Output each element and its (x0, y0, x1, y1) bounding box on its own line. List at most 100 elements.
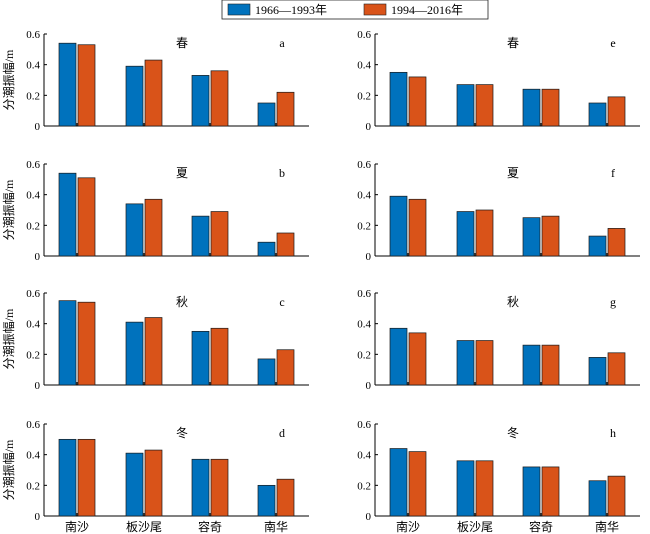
bar-d-2-series-2 (144, 449, 163, 517)
panel-c: 0 0.2 0.4 0.6 秋 c 分潮振幅/m (1, 288, 309, 392)
x-tick-label: 南沙 (65, 519, 89, 534)
x-tick-label: 板沙尾 (457, 520, 493, 534)
bar-f-3-series-1 (522, 217, 541, 257)
legend-box (221, 0, 489, 20)
x-tick-label: 容奇 (198, 519, 222, 534)
bar-g-4-series-1 (588, 357, 607, 386)
panel-g: 0 0.2 0.4 0.6 秋 g (357, 288, 640, 392)
bar-b-4-series-1 (257, 241, 276, 257)
x-tick-label: 南华 (264, 519, 288, 534)
panel-letter: c (279, 295, 284, 309)
bar-d-1-series-2 (77, 438, 96, 517)
bar-h-4-series-1 (588, 480, 607, 517)
bar-b-1-series-2 (77, 177, 96, 257)
y-tick-label: 0 (366, 251, 372, 263)
bar-b-1-series-1 (58, 172, 77, 257)
bar-e-1-series-1 (389, 71, 408, 127)
x-tick-label: 容奇 (529, 519, 553, 534)
y-tick-label: 0.4 (357, 319, 371, 331)
bar-h-3-series-2 (541, 466, 560, 517)
legend-swatch-series-2 (363, 3, 387, 16)
y-tick-label: 0.2 (357, 220, 371, 232)
panels: 0 0.2 0.4 0.6 春 a 分潮振幅/m 0 0.2 0.4 0.6 夏 b 分潮振幅/m 0 0.2… (1, 29, 640, 534)
x-tick-label: 南沙 (396, 519, 420, 534)
bar-d-2-series-1 (125, 452, 144, 517)
y-axis-label: 分潮振幅/m (1, 439, 16, 500)
y-axis-label: 分潮振幅/m (1, 308, 16, 369)
bar-g-3-series-2 (541, 344, 560, 386)
bar-c-1-series-1 (58, 300, 77, 386)
y-tick-label: 0 (366, 511, 372, 523)
bar-f-2-series-1 (456, 211, 475, 257)
y-tick-label: 0.4 (357, 190, 371, 202)
legend-label-series-1: 1966—1993年 (255, 3, 327, 17)
y-tick-label: 0 (35, 251, 41, 263)
bar-f-1-series-2 (408, 198, 427, 257)
bar-h-1-series-2 (408, 451, 427, 517)
bar-d-4-series-1 (257, 484, 276, 517)
y-tick-label: 0 (35, 380, 41, 392)
y-tick-label: 0.2 (26, 349, 40, 361)
panel-letter: g (610, 295, 616, 309)
bar-h-2-series-2 (475, 460, 494, 517)
y-tick-label: 0.6 (26, 419, 40, 431)
y-tick-label: 0 (35, 121, 41, 133)
y-tick-label: 0.6 (357, 288, 371, 300)
bar-c-3-series-2 (210, 327, 229, 386)
bar-f-1-series-1 (389, 195, 408, 257)
y-axis-label: 分潮振幅/m (1, 49, 16, 110)
y-tick-label: 0.6 (357, 159, 371, 171)
y-tick-label: 0.4 (26, 450, 40, 462)
bar-a-1-series-1 (58, 42, 77, 127)
panel-letter: e (610, 36, 615, 50)
season-label: 冬 (176, 425, 188, 440)
y-tick-label: 0.6 (357, 29, 371, 41)
season-label: 秋 (176, 295, 188, 309)
panel-a: 0 0.2 0.4 0.6 春 a 分潮振幅/m (1, 29, 309, 133)
bar-b-3-series-1 (191, 215, 210, 257)
y-tick-label: 0.4 (357, 60, 371, 72)
bar-e-2-series-1 (456, 84, 475, 127)
y-tick-label: 0.4 (26, 60, 40, 72)
bar-e-2-series-2 (475, 84, 494, 127)
y-tick-label: 0.4 (26, 190, 40, 202)
y-tick-label: 0 (366, 380, 372, 392)
bar-g-1-series-2 (408, 332, 427, 386)
legend-swatch-series-1 (227, 3, 251, 16)
panel-letter: d (279, 426, 285, 440)
bar-a-2-series-1 (125, 65, 144, 127)
panel-h: 0 0.2 0.4 0.6 南沙 板沙尾 容奇 南华 冬 h (357, 419, 640, 534)
panel-d: 0 0.2 0.4 0.6 南沙 板沙尾 容奇 南华 冬 d 分潮振幅/m (1, 419, 309, 534)
y-tick-label: 0.6 (26, 159, 40, 171)
bar-d-4-series-2 (276, 478, 295, 517)
y-tick-label: 0.4 (357, 450, 371, 462)
y-tick-label: 0.2 (26, 220, 40, 232)
bar-g-1-series-1 (389, 327, 408, 386)
bar-d-3-series-2 (210, 458, 229, 517)
legend: 1966—1993年 1994—2016年 (221, 0, 489, 20)
y-tick-label: 0.2 (357, 349, 371, 361)
season-label: 夏 (176, 166, 188, 180)
panel-f: 0 0.2 0.4 0.6 夏 f (357, 159, 640, 263)
bar-c-4-series-2 (276, 349, 295, 386)
bar-g-2-series-2 (475, 340, 494, 386)
bar-a-2-series-2 (144, 59, 163, 127)
y-tick-label: 0.6 (26, 288, 40, 300)
panel-letter: b (279, 166, 285, 180)
y-tick-label: 0.2 (357, 480, 371, 492)
y-tick-label: 0.2 (357, 90, 371, 102)
bar-e-4-series-1 (588, 102, 607, 127)
bar-f-2-series-2 (475, 209, 494, 257)
y-tick-label: 0 (35, 511, 41, 523)
panel-b: 0 0.2 0.4 0.6 夏 b 分潮振幅/m (1, 159, 309, 263)
bar-g-2-series-1 (456, 340, 475, 386)
season-label: 春 (176, 36, 188, 50)
bar-a-4-series-2 (276, 91, 295, 127)
season-label: 冬 (507, 425, 519, 440)
bar-c-2-series-2 (144, 317, 163, 386)
panel-letter: h (610, 426, 616, 440)
bar-c-2-series-1 (125, 321, 144, 386)
y-tick-label: 0.2 (26, 480, 40, 492)
bar-c-4-series-1 (257, 358, 276, 386)
panel-e: 0 0.2 0.4 0.6 春 e (357, 29, 640, 133)
